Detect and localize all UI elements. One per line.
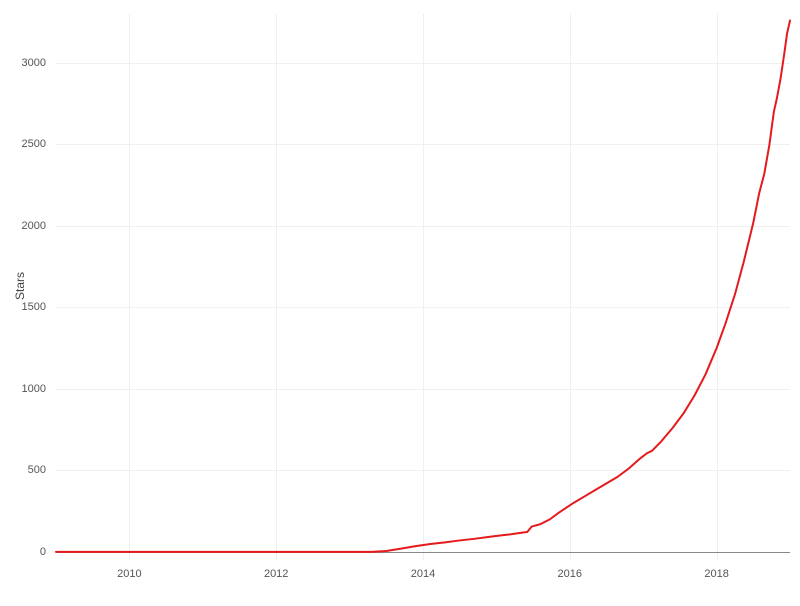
series-svg xyxy=(56,14,790,560)
x-tick-label: 2014 xyxy=(411,568,435,580)
plot-area xyxy=(56,14,790,560)
x-tick-label: 2018 xyxy=(704,568,728,580)
y-axis-title: Stars xyxy=(13,272,27,300)
stars-series xyxy=(56,21,790,552)
x-tick-label: 2010 xyxy=(117,568,141,580)
x-tick-label: 2016 xyxy=(558,568,582,580)
stars-chart: Stars 0500100015002000250030002010201220… xyxy=(0,0,800,606)
x-tick-label: 2012 xyxy=(264,568,288,580)
